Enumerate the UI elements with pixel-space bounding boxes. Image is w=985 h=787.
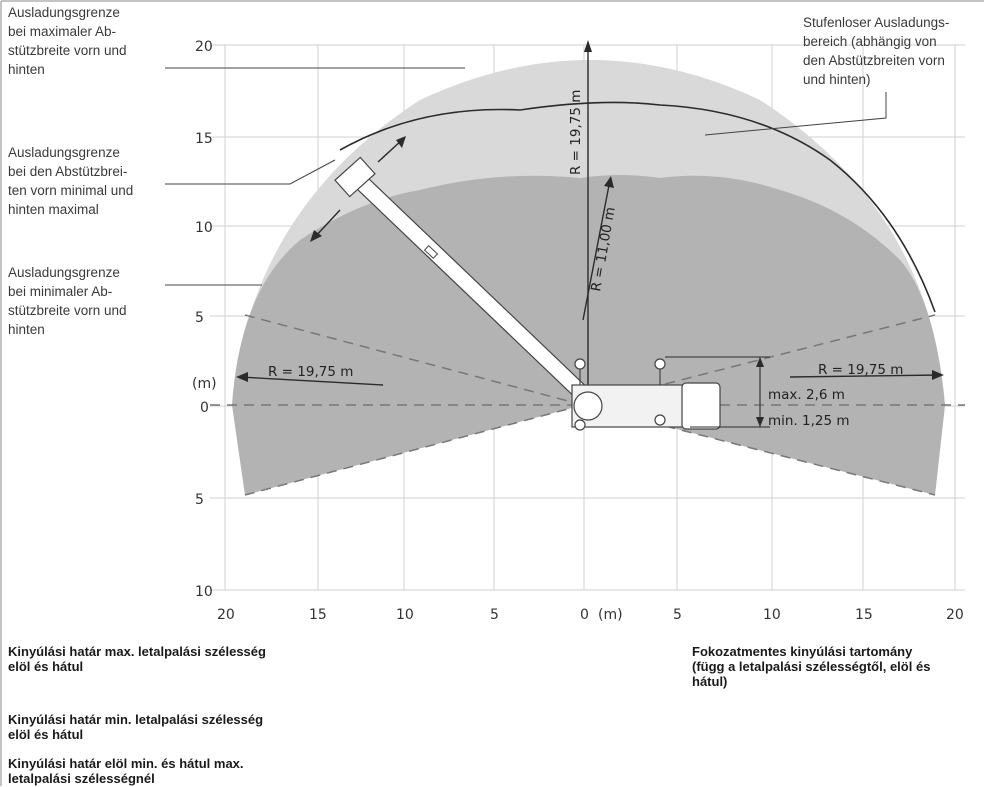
- y-tick-label: 20: [195, 39, 213, 55]
- label-max-outrigger-line4: hinten: [8, 62, 45, 77]
- x-tick-label: 20: [946, 607, 964, 623]
- x-tick-label: 15: [855, 607, 873, 623]
- vehicle: [571, 358, 721, 431]
- radius-right-line: [789, 374, 941, 378]
- radius-left-arrow: [236, 372, 248, 382]
- label-front-min-rear-max-line1: Ausladungsgrenze: [8, 145, 120, 160]
- hu-label-stepless-line2: (függ a letalpalási szélességtől, elöl é…: [692, 659, 931, 674]
- max-height-label: max. 2,6 m: [768, 387, 845, 403]
- label-front-min-rear-max-line4: hinten maximal: [8, 202, 99, 217]
- hu-label-min-width: Kinyúlási határ min. letalpalási széless…: [8, 712, 263, 742]
- x-tick-label: 5: [673, 607, 682, 623]
- max-outrigger-curve: [339, 101, 936, 313]
- label-front-min-rear-max: Ausladungsgrenze bei den Abstützbrei- te…: [8, 145, 133, 217]
- platform-move-line-b: [377, 139, 403, 163]
- radius-left-label: R = 19,75 m: [268, 364, 353, 380]
- label-front-min-rear-max-line3: ten vorn minimal und: [8, 183, 133, 198]
- y-tick-label: 15: [195, 131, 213, 147]
- x-tick-label: 0: [580, 607, 589, 623]
- label-max-outrigger-line2: bei maximaler Ab-: [8, 24, 116, 39]
- y-tick-label: 10: [195, 584, 213, 600]
- radius-right-arrow: [932, 370, 944, 380]
- x-tick-label: 20: [217, 607, 235, 623]
- hu-label-min-width-line2: elöl és hátul: [8, 727, 84, 742]
- hu-label-stepless: Fokozatmentes kinyúlási tartomány (függ …: [692, 644, 930, 689]
- hu-label-front-min-rear-max-line1: Kinyúlási határ elöl min. és hátul max.: [8, 756, 244, 771]
- hu-label-front-min-rear-max-line2: letalpalási szélességnél: [8, 771, 155, 786]
- label-stepless: Stufenloser Ausladungs- bereich (abhängi…: [803, 15, 949, 87]
- x-tick-label: 5: [490, 607, 499, 623]
- height-arrow-top: [756, 357, 764, 367]
- y-tick-label: 5: [195, 492, 204, 508]
- hu-label-front-min-rear-max: Kinyúlási határ elöl min. és hátul max. …: [8, 756, 244, 786]
- boom-joint: [423, 245, 439, 259]
- hu-label-stepless-line3: hátul): [692, 674, 728, 689]
- label-min-outrigger-line4: hinten: [8, 322, 45, 337]
- radius-top-arrow: [584, 40, 592, 52]
- label-stepless-line4: und hinten): [803, 72, 871, 87]
- label-min-outrigger-line1: Ausladungsgrenze: [8, 265, 120, 280]
- radius-left-line: [239, 376, 384, 386]
- height-arrow-bottom: [756, 417, 764, 427]
- label-min-outrigger: Ausladungsgrenze bei minimaler Ab- stütz…: [8, 265, 127, 337]
- leader-lines: [165, 67, 887, 286]
- label-min-outrigger-line2: bei minimaler Ab-: [8, 284, 112, 299]
- label-min-outrigger-line3: stützbreite vorn und: [8, 303, 127, 318]
- hu-label-stepless-line1: Fokozatmentes kinyúlási tartomány: [692, 644, 913, 659]
- label-max-outrigger-line1: Ausladungsgrenze: [8, 5, 120, 20]
- work-platform: [334, 156, 376, 198]
- platform-arrow-up: [396, 136, 406, 148]
- hu-label-max-width: Kinyúlási határ max. letalpalási széless…: [8, 644, 266, 674]
- hu-label-max-width-line1: Kinyúlási határ max. letalpalási széless…: [8, 644, 266, 659]
- y-tick-label: 10: [195, 220, 213, 236]
- radius-inner-line: [582, 179, 611, 321]
- y-axis-ticks: 20 15 10 5 (m) 0 5 10: [192, 39, 217, 600]
- label-max-outrigger-line3: stützbreite vorn und: [8, 43, 127, 58]
- x-tick-label: 10: [763, 607, 781, 623]
- hu-label-max-width-line2: elöl és hátul: [8, 659, 84, 674]
- x-axis-ticks: 20 15 10 5 0 (m) 5 10 15 20: [217, 607, 964, 623]
- label-max-outrigger: Ausladungsgrenze bei maximaler Ab- stütz…: [8, 5, 127, 77]
- y-tick-label: 5: [195, 310, 204, 326]
- x-tick-label: 15: [309, 607, 327, 623]
- x-unit-label: (m): [598, 607, 623, 623]
- label-front-min-rear-max-line2: bei den Abstützbrei-: [8, 164, 127, 179]
- platform-arrow-down: [310, 230, 322, 242]
- y-unit-label: (m): [192, 376, 217, 392]
- y-tick-label: 0: [200, 400, 209, 416]
- radius-inner-arrow: [604, 176, 614, 188]
- hu-label-min-width-line1: Kinyúlási határ min. letalpalási széless…: [8, 712, 264, 727]
- label-stepless-line1: Stufenloser Ausladungs-: [803, 15, 949, 30]
- radius-top-label: R = 19,75 m: [568, 90, 584, 175]
- label-stepless-line2: bereich (abhängig von: [803, 34, 937, 49]
- min-height-label: min. 1,25 m: [768, 413, 850, 429]
- x-tick-label: 10: [396, 607, 414, 623]
- height-dimension: [665, 356, 770, 428]
- label-stepless-line3: den Abstützbreiten vorn: [803, 53, 945, 68]
- radius-right-label: R = 19,75 m: [818, 362, 903, 378]
